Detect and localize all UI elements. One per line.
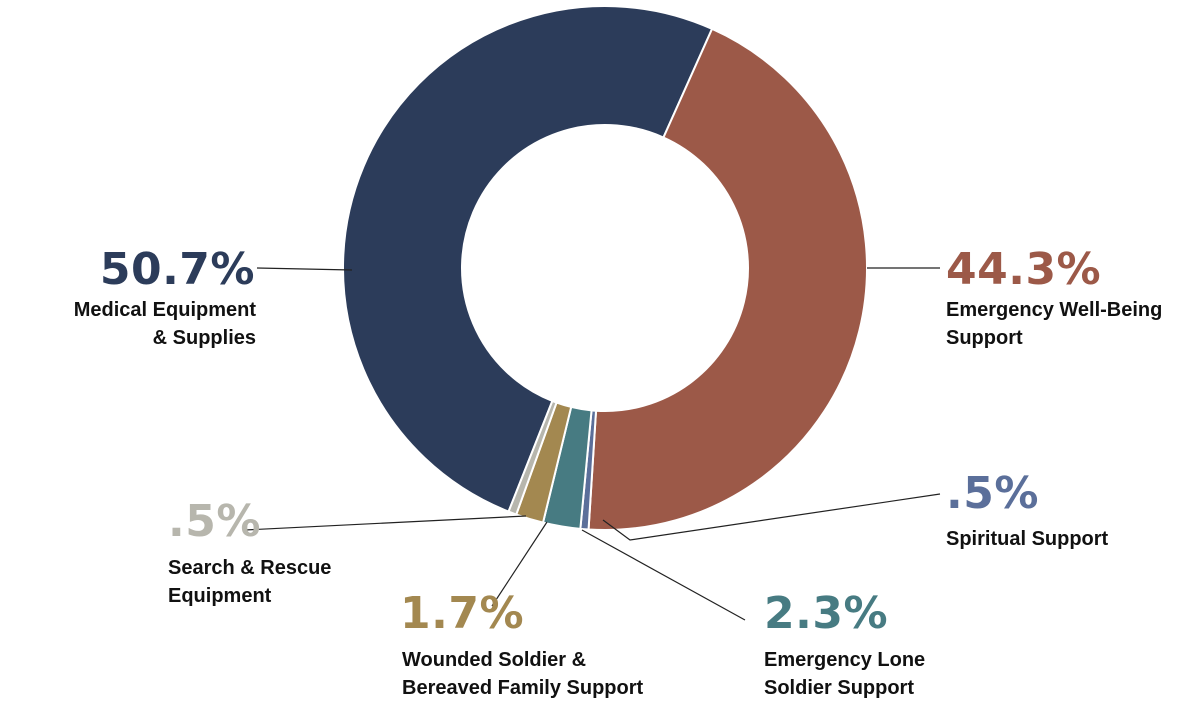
category-label-emergency-well-being-line-1: Emergency Well-Being	[946, 299, 1162, 321]
category-label-wounded-soldier-family-line-2: Bereaved Family Support	[402, 677, 644, 699]
leader-line-emergency-lone-soldier	[581, 529, 746, 621]
leader-line-spiritual-support	[602, 493, 941, 541]
pct-label-spiritual-support: .5%	[946, 468, 1039, 519]
category-label-emergency-lone-soldier-line-2: Soldier Support	[764, 677, 914, 699]
pct-label-wounded-soldier-family: 1.7%	[400, 588, 524, 639]
leader-line-wounded-soldier-family	[491, 521, 548, 607]
slice-search-rescue	[507, 399, 558, 516]
category-label-emergency-well-being-line-2: Support	[946, 327, 1023, 349]
category-label-medical-equipment-line-2: & Supplies	[153, 327, 256, 349]
category-label-wounded-soldier-family-line-1: Wounded Soldier &	[402, 649, 586, 671]
leader-lines	[244, 267, 941, 621]
category-label-search-rescue-line-1: Search & Rescue	[168, 557, 331, 579]
pct-label-emergency-lone-soldier: 2.3%	[764, 588, 888, 639]
category-label-search-rescue-line-2: Equipment	[168, 585, 272, 607]
leader-line-medical-equipment	[256, 267, 353, 271]
pct-label-search-rescue: .5%	[168, 496, 261, 547]
category-label-medical-equipment-line-1: Medical Equipment	[74, 299, 257, 321]
slice-labels: 50.7% Medical Equipment & Supplies 44.3% Eme…	[74, 244, 1163, 699]
slice-medical-equipment	[342, 5, 714, 513]
leader-line-search-rescue	[244, 515, 527, 531]
pct-label-medical-equipment: 50.7%	[100, 244, 255, 295]
pct-label-emergency-well-being: 44.3%	[946, 244, 1101, 295]
category-label-spiritual-support-line-1: Spiritual Support	[946, 528, 1109, 550]
category-label-emergency-lone-soldier-line-1: Emergency Lone	[764, 649, 925, 671]
donut-slices	[342, 5, 868, 531]
slice-emergency-well-being	[587, 27, 868, 531]
